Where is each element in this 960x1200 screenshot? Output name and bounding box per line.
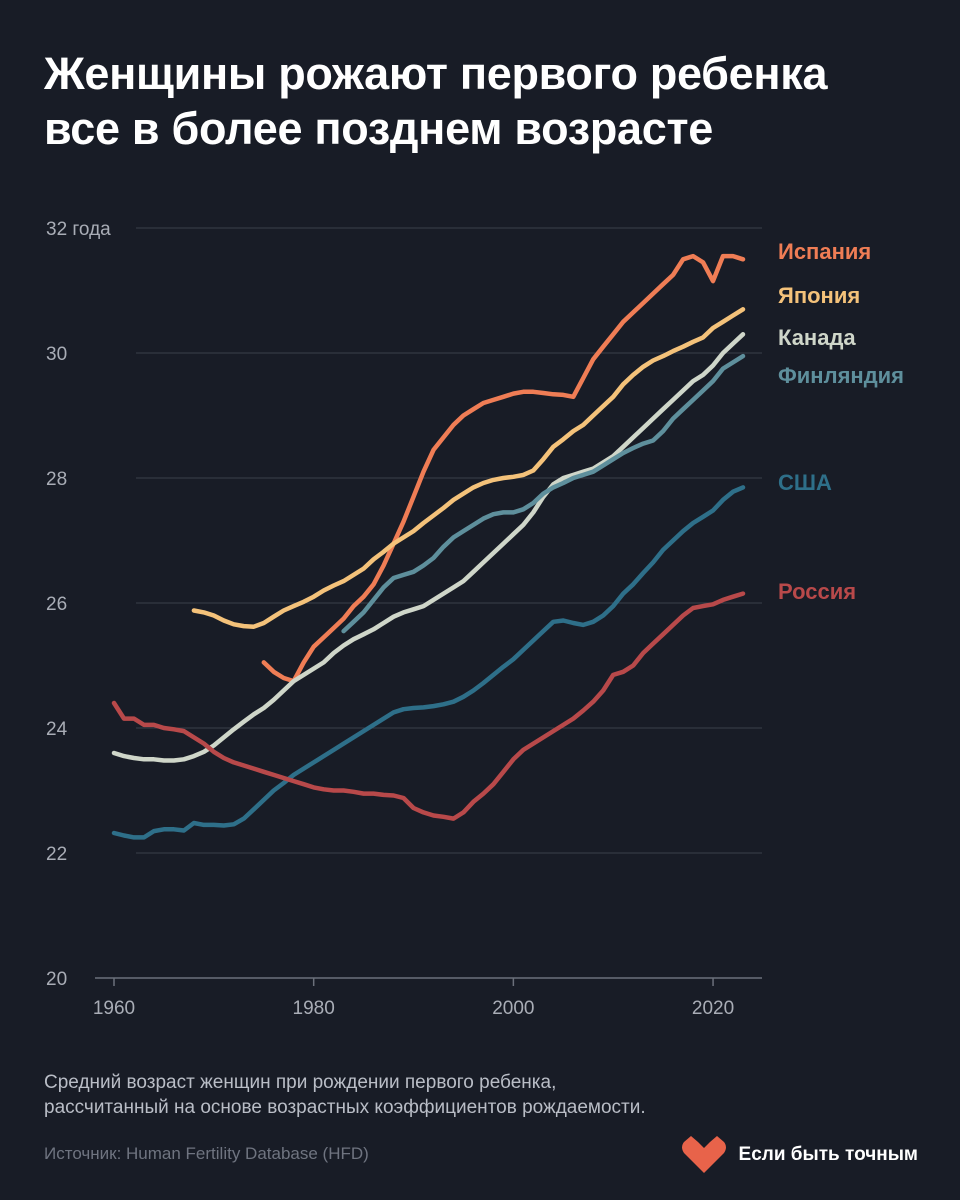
series-label: Финляндия [778, 363, 904, 388]
x-tick-label: 1960 [93, 998, 135, 1019]
series-label: Канада [778, 325, 856, 350]
series-lines [111, 253, 746, 840]
series-label: США [778, 470, 832, 495]
chart-title: Женщины рожают первого ребенка все в бол… [44, 46, 924, 156]
series-label: Япония [778, 283, 860, 308]
x-axis: 1960 1980 2000 2020 [93, 978, 734, 1019]
chart-footnote: Средний возраст женщин при рождении перв… [44, 1070, 646, 1120]
y-tick-label: 28 [46, 469, 67, 490]
series-line [191, 307, 746, 629]
source-note: Источник: Human Fertility Database (HFD) [44, 1144, 369, 1163]
y-tick-label: 32 года [46, 219, 111, 240]
series-labels: Испания Япония Канада Финляндия США Россия [778, 239, 904, 604]
series-line [261, 253, 746, 684]
title-line-2: все в более позднем возрасте [44, 103, 713, 154]
title-line-1: Женщины рожают первого ребенка [44, 48, 828, 99]
x-tick-label: 2000 [492, 998, 534, 1019]
y-axis: 20 22 24 26 28 30 32 года [46, 219, 111, 990]
series-line [341, 353, 746, 634]
x-tick-label: 1980 [293, 998, 335, 1019]
y-tick-label: 24 [46, 719, 68, 740]
x-tick-label: 2020 [692, 998, 734, 1019]
series-label: Испания [778, 239, 871, 264]
y-tick-label: 26 [46, 594, 67, 615]
y-tick-label: 22 [46, 844, 67, 865]
brand-logo[interactable]: Если быть точным [681, 1136, 918, 1174]
series-line [111, 332, 746, 763]
footnote-line-2: рассчитанный на основе возрастных коэффи… [44, 1097, 646, 1118]
y-tick-label: 30 [46, 344, 67, 365]
heart-logo-icon [681, 1136, 726, 1173]
series-line [111, 591, 746, 821]
series-line [111, 485, 746, 840]
brand-name: Если быть точным [738, 1144, 918, 1165]
line-chart: 1960 1980 2000 2020 20 22 24 26 28 30 32 года Исп… [46, 219, 904, 1019]
footnote-line-1: Средний возраст женщин при рождении перв… [44, 1072, 557, 1093]
y-tick-label: 20 [46, 969, 67, 990]
series-label: Россия [778, 579, 856, 604]
grid-lines [95, 227, 762, 979]
